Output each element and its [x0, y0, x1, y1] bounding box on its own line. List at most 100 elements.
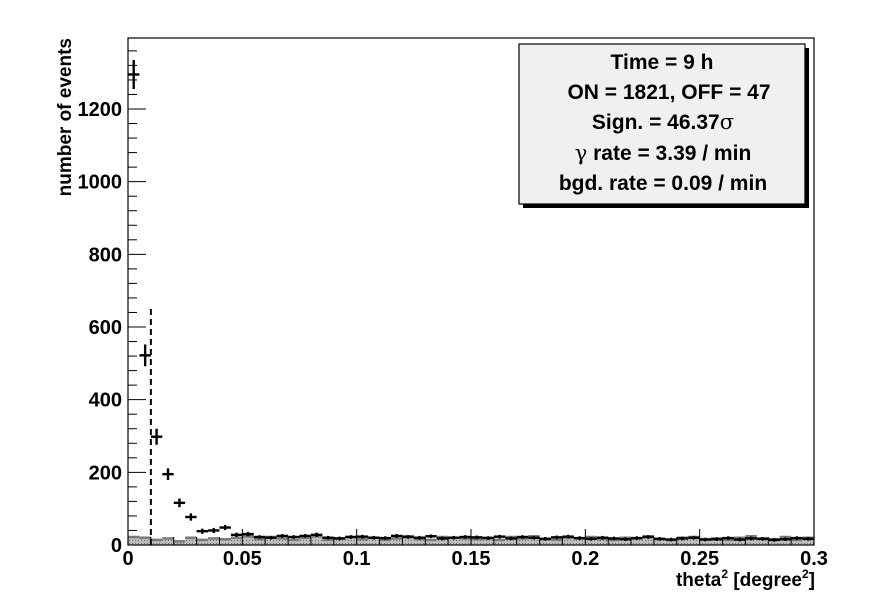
on-point: [402, 535, 414, 539]
off-bar: [265, 537, 277, 545]
on-point: [459, 535, 471, 539]
off-bar: [551, 539, 563, 545]
off-bar: [242, 536, 254, 545]
off-bar: [390, 538, 403, 545]
on-point: [539, 537, 552, 541]
on-point: [128, 59, 140, 90]
legend-line-gamma-rate: γ rate = 3.39 / min: [575, 141, 752, 165]
on-point: [711, 537, 723, 542]
x-tick-label: 0.05: [223, 548, 262, 570]
off-bar: [230, 537, 243, 545]
on-point: [185, 513, 197, 521]
on-point: [779, 537, 792, 542]
legend-line-significance: Sign. = 46.37σ: [592, 110, 734, 134]
off-bar: [139, 537, 151, 545]
on-point: [585, 537, 597, 541]
on-point: [390, 534, 403, 538]
on-point: [562, 534, 574, 539]
on-point: [745, 536, 757, 541]
on-point: [676, 536, 689, 541]
stats-legend-box: Time = 9 h ON = 1821, OFF = 47 Sign. = 4…: [518, 43, 809, 208]
on-point: [665, 537, 677, 542]
on-point: [619, 537, 632, 542]
off-bar: [368, 537, 380, 545]
on-point: [653, 537, 666, 541]
off-bar: [310, 536, 323, 545]
on-point: [448, 535, 460, 540]
off-bar: [733, 537, 746, 545]
on-point: [150, 428, 163, 445]
off-bar: [288, 539, 300, 545]
x-tick-label: 0.15: [452, 548, 491, 570]
on-point: [528, 535, 540, 540]
on-point: [688, 535, 700, 540]
y-axis-title: number of events: [55, 38, 76, 196]
off-bar: [711, 538, 723, 545]
off-bar: [356, 539, 369, 545]
on-point: [310, 532, 323, 538]
on-point: [722, 536, 734, 540]
on-point: [322, 535, 334, 540]
off-bar: [196, 539, 209, 545]
on-point: [276, 534, 289, 538]
on-point: [345, 535, 357, 539]
off-bar: [642, 536, 654, 545]
off-bar: [128, 537, 140, 545]
x-tick-label: 0.1: [343, 548, 371, 570]
off-bar: [471, 539, 483, 545]
x-tick-label: 0.25: [680, 548, 719, 570]
on-point: [642, 535, 654, 539]
y-tick-label: 600: [89, 317, 122, 339]
on-point: [482, 536, 494, 540]
legend-line-counts: ON = 1821, OFF = 47: [567, 81, 770, 104]
legend-line-bgd-rate: bgd. rate = 0.09 / min: [559, 172, 767, 195]
off-bar: [253, 539, 266, 545]
y-tick-label: 400: [89, 390, 122, 412]
off-bar: [608, 539, 620, 545]
off-bar: [459, 538, 471, 545]
off-bar: [219, 539, 231, 545]
on-point: [230, 532, 243, 538]
off-bar: [448, 537, 460, 545]
off-bar: [619, 537, 632, 545]
on-point: [196, 528, 209, 534]
on-point: [413, 535, 426, 540]
x-tick-label: 0: [122, 548, 133, 570]
on-point: [631, 536, 643, 540]
off-bar: [436, 537, 449, 545]
y-tick-label: 1000: [78, 172, 123, 194]
on-point: [208, 527, 220, 534]
on-point: [516, 535, 529, 539]
on-data-points: [128, 59, 814, 542]
on-point: [733, 537, 746, 542]
x-tick-label: 0.3: [800, 548, 828, 570]
off-bar: [482, 537, 494, 545]
off-bar: [688, 537, 700, 545]
off-bar: [699, 539, 712, 545]
off-bar: [208, 538, 220, 545]
on-point: [333, 536, 346, 541]
y-tick-label: 200: [89, 462, 122, 484]
on-point: [551, 535, 563, 540]
y-tick-label: 0: [111, 535, 122, 557]
off-bar: [150, 539, 163, 545]
off-bar: [333, 538, 346, 545]
on-point: [288, 535, 300, 539]
on-point: [425, 534, 437, 539]
on-point: [505, 536, 517, 541]
off-bar: [562, 537, 574, 545]
on-point: [699, 537, 712, 542]
off-bar: [676, 537, 689, 545]
off-bar: [162, 538, 174, 545]
on-point: [756, 537, 769, 541]
off-bar: [802, 537, 814, 545]
on-point: [608, 536, 620, 541]
on-point: [573, 536, 586, 540]
off-bar: [516, 538, 529, 545]
off-bar: [185, 537, 197, 545]
on-point: [356, 534, 369, 539]
legend-line-time: Time = 9 h: [611, 51, 714, 74]
on-point: [791, 536, 803, 540]
x-axis-title: theta2 [degree2]: [676, 567, 815, 591]
